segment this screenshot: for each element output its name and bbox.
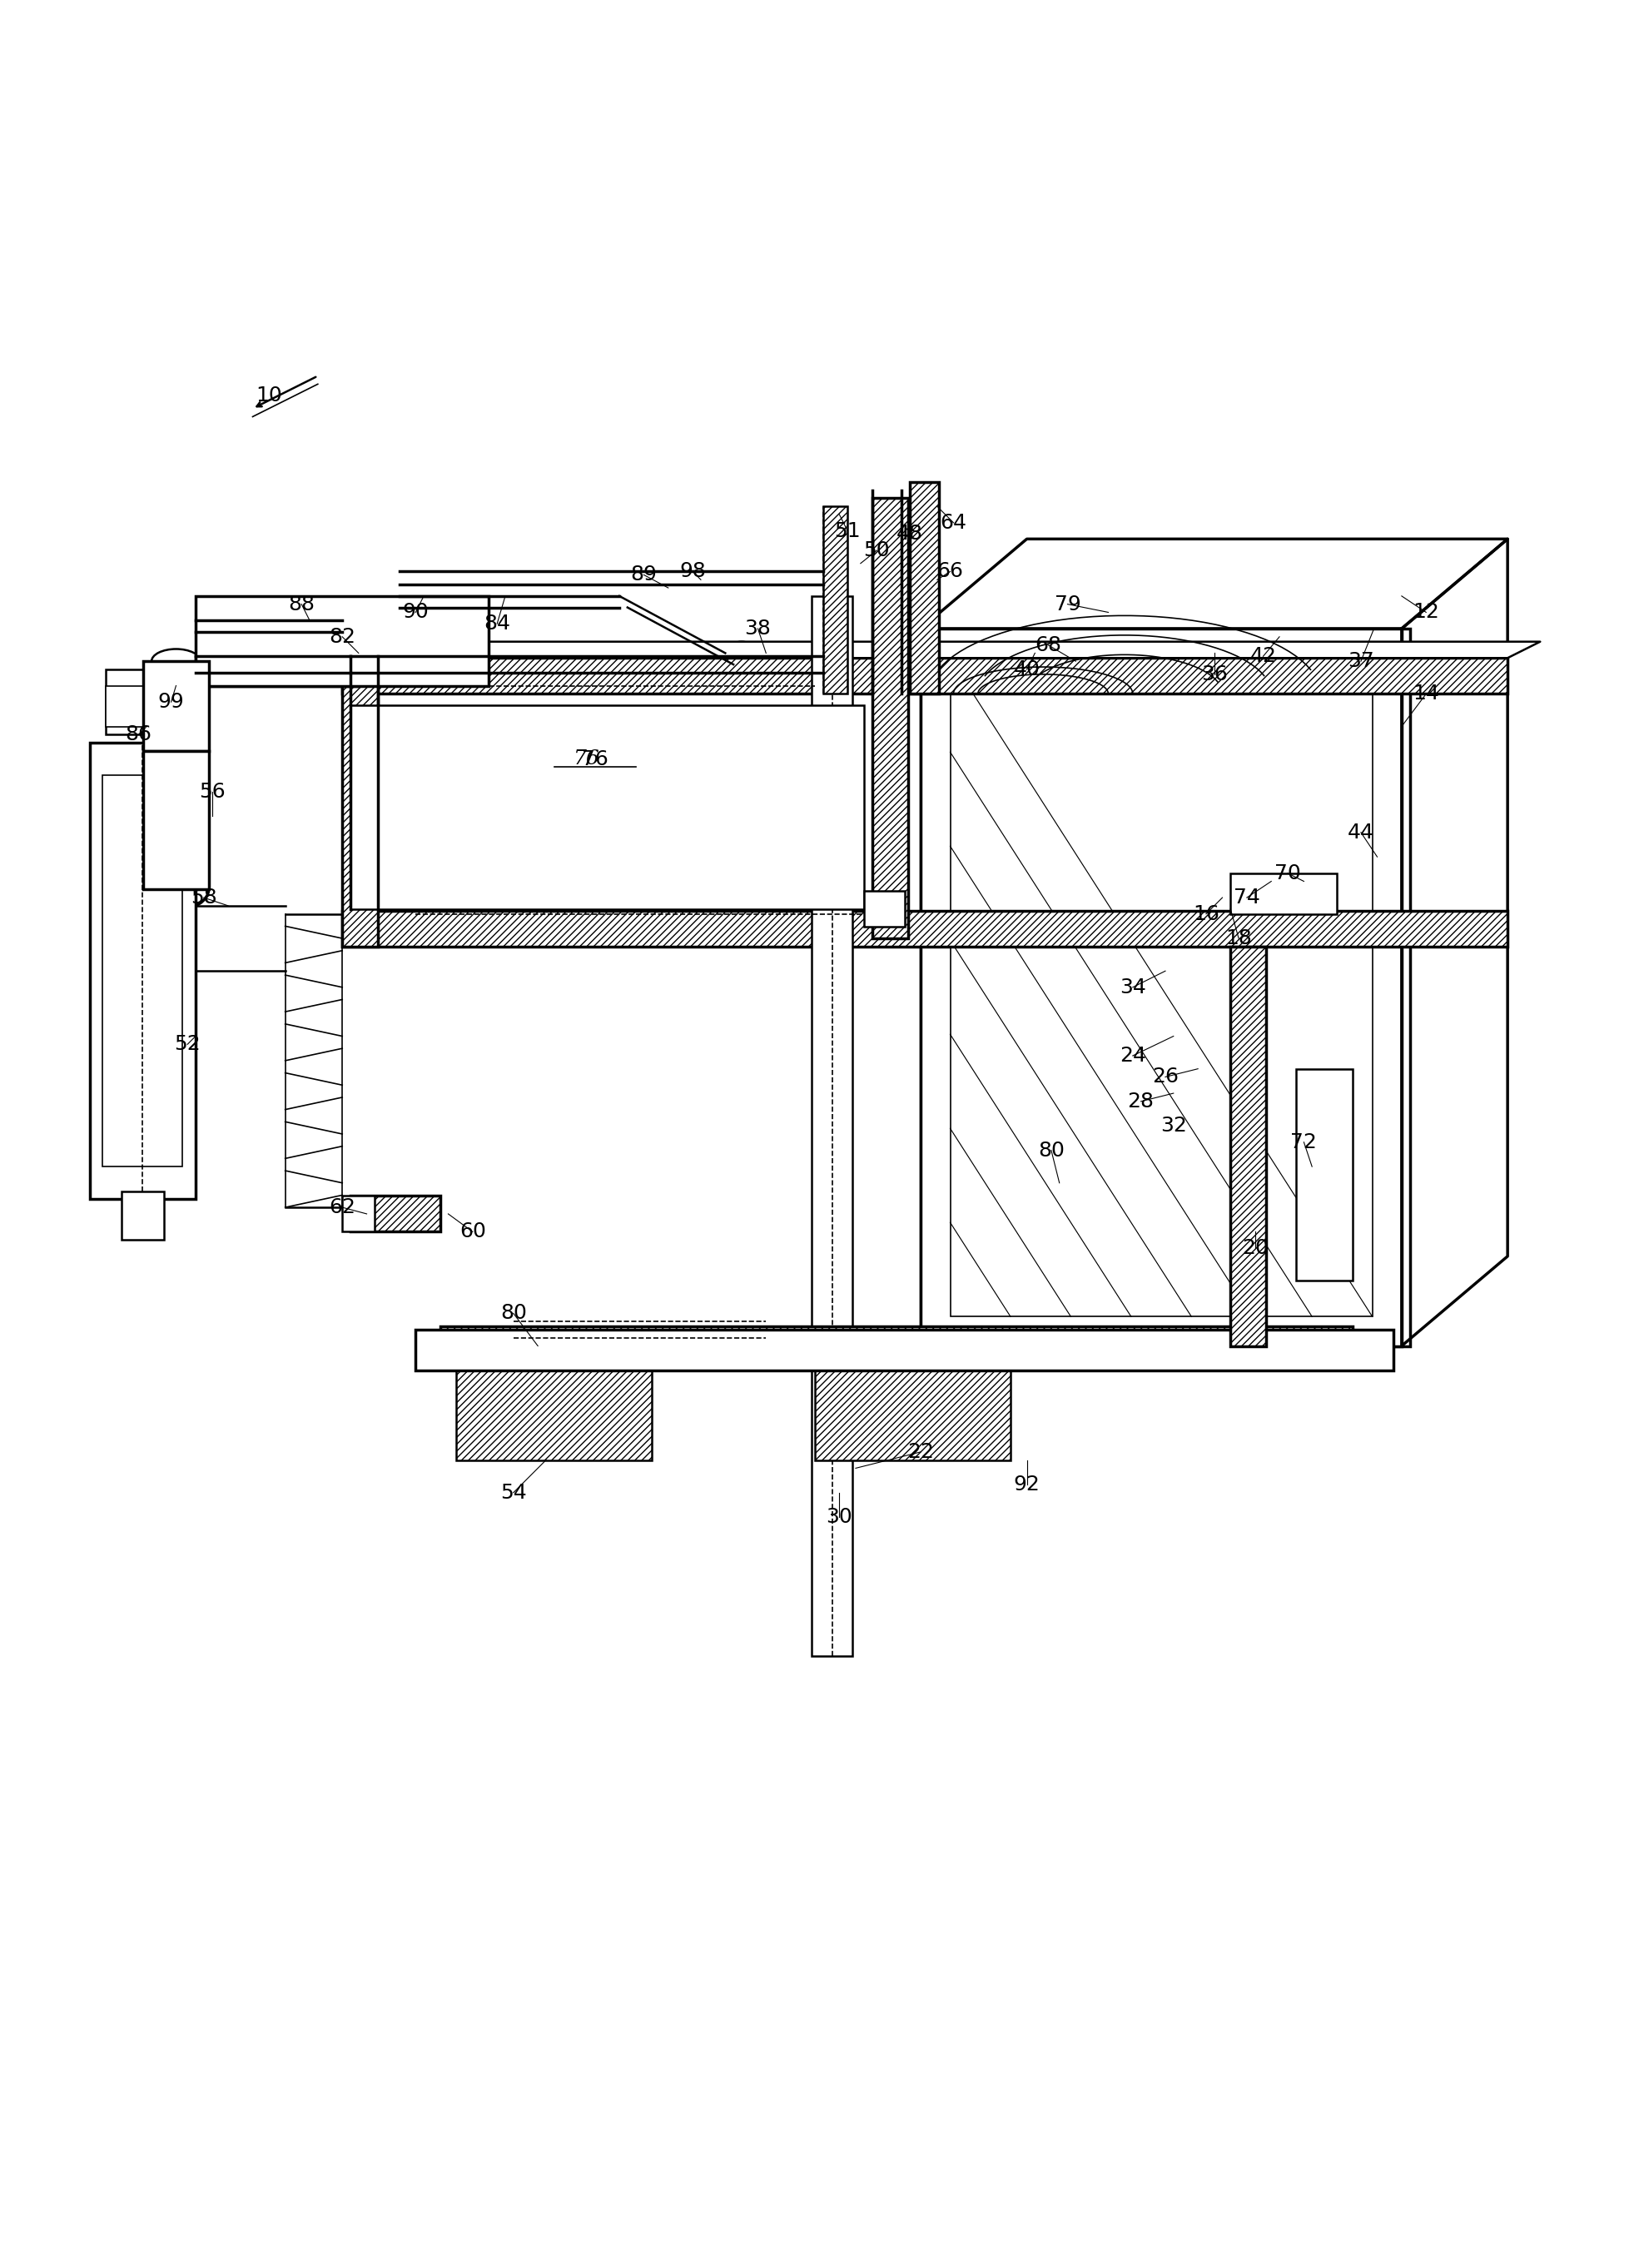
Text: 37: 37 (1347, 651, 1373, 671)
Polygon shape (920, 540, 1507, 628)
Bar (195, 596, 489, 685)
Text: 90: 90 (402, 603, 428, 621)
Text: 80: 80 (1038, 1141, 1064, 1161)
Text: 84: 84 (484, 615, 510, 633)
Text: 20: 20 (1241, 1238, 1267, 1259)
Bar (350, 1195, 440, 1232)
Text: 51: 51 (834, 522, 860, 540)
Text: 50: 50 (863, 540, 889, 560)
Bar (143, 751, 209, 889)
Bar (350, 705, 863, 909)
Bar (1230, 873, 1336, 914)
Bar (811, 596, 852, 1656)
Bar (342, 1195, 375, 1232)
Text: 64: 64 (940, 513, 966, 533)
Text: 79: 79 (1054, 594, 1080, 615)
Bar (823, 506, 847, 694)
Text: 82: 82 (329, 626, 355, 646)
Bar (863, 891, 904, 928)
Polygon shape (342, 642, 1539, 658)
Text: 99: 99 (158, 692, 184, 712)
Text: 48: 48 (896, 524, 922, 544)
Bar (920, 628, 1409, 1345)
Text: 72: 72 (1290, 1132, 1316, 1152)
Text: 80: 80 (500, 1304, 526, 1322)
Text: 70: 70 (1274, 864, 1300, 882)
Bar (1230, 946, 1266, 1345)
Bar (920, 628, 1401, 1345)
Text: 42: 42 (1249, 646, 1276, 667)
Bar (950, 658, 1372, 1318)
Text: 76: 76 (573, 748, 599, 769)
Circle shape (735, 655, 748, 667)
Text: 10: 10 (256, 386, 282, 406)
Text: 14: 14 (1412, 685, 1438, 703)
Text: 52: 52 (174, 1034, 200, 1055)
Text: 58: 58 (191, 887, 217, 907)
Text: 62: 62 (329, 1198, 355, 1218)
Bar (106, 669, 195, 735)
Text: 68: 68 (1034, 635, 1060, 655)
Text: 34: 34 (1119, 978, 1145, 998)
Text: 92: 92 (1013, 1474, 1039, 1495)
Bar (103, 776, 182, 1166)
Bar (342, 912, 1507, 946)
Text: 56: 56 (199, 782, 225, 801)
Bar (106, 685, 171, 726)
Bar (415, 1329, 1393, 1370)
Text: 88: 88 (288, 594, 314, 615)
Text: 18: 18 (1225, 928, 1251, 948)
Text: 66: 66 (937, 562, 963, 581)
Text: 54: 54 (500, 1483, 526, 1504)
Text: 12: 12 (1412, 603, 1438, 621)
Text: 74: 74 (1233, 887, 1259, 907)
Text: 16: 16 (1192, 905, 1218, 923)
Text: 24: 24 (1119, 1046, 1145, 1066)
Text: 98: 98 (679, 562, 705, 581)
Text: 60: 60 (459, 1222, 485, 1243)
Bar (814, 1359, 1010, 1461)
Text: 26: 26 (1152, 1066, 1178, 1086)
Bar (872, 499, 907, 939)
Text: 28: 28 (1127, 1091, 1153, 1111)
Bar (90, 742, 195, 1200)
Bar (456, 1359, 652, 1461)
Text: 32: 32 (1160, 1116, 1186, 1136)
Bar (909, 481, 938, 694)
Bar (195, 655, 358, 685)
Bar (1295, 1068, 1352, 1281)
Text: 36: 36 (1201, 665, 1227, 685)
Text: 30: 30 (826, 1508, 852, 1526)
Polygon shape (1401, 540, 1507, 1345)
Bar (122, 1191, 165, 1241)
Text: 86: 86 (125, 723, 151, 744)
Text: 38: 38 (744, 619, 771, 640)
Text: 89: 89 (630, 565, 656, 585)
Text: 76: 76 (582, 748, 608, 769)
Bar (143, 662, 209, 751)
Bar (342, 658, 1507, 694)
Text: 44: 44 (1347, 823, 1373, 841)
Bar (342, 658, 378, 946)
Text: 40: 40 (1013, 660, 1039, 680)
Text: 22: 22 (907, 1442, 933, 1463)
Bar (440, 1327, 1352, 1363)
